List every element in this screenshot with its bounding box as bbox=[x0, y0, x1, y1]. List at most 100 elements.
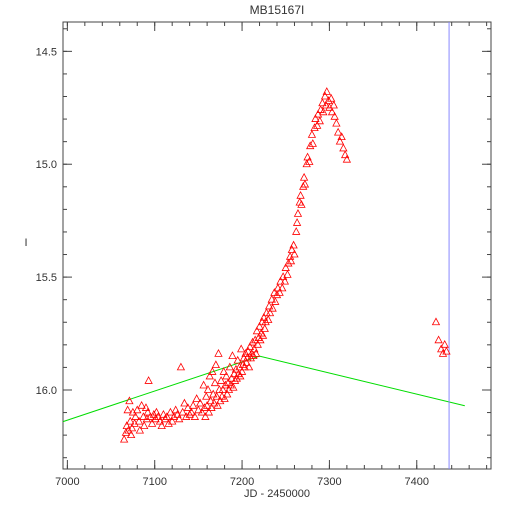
model-line bbox=[62, 355, 465, 423]
data-point bbox=[250, 335, 260, 344]
data-point bbox=[283, 270, 292, 278]
data-point bbox=[252, 326, 262, 335]
data-point bbox=[268, 303, 277, 312]
data-point bbox=[126, 430, 136, 439]
data-point bbox=[256, 335, 265, 344]
data-point bbox=[141, 403, 151, 411]
data-point bbox=[229, 382, 238, 391]
data-point bbox=[175, 414, 184, 423]
data-point bbox=[297, 200, 306, 208]
data-point bbox=[204, 407, 214, 416]
data-point bbox=[320, 91, 330, 100]
data-point bbox=[157, 421, 166, 430]
data-point bbox=[159, 409, 168, 418]
data-point bbox=[154, 412, 163, 420]
x-tick-label: 7200 bbox=[230, 476, 254, 488]
data-point bbox=[180, 398, 189, 407]
data-point bbox=[140, 421, 149, 430]
data-point bbox=[121, 428, 131, 436]
chart-title: MB15167I bbox=[250, 3, 305, 17]
data-point bbox=[319, 107, 328, 116]
data-point bbox=[171, 405, 180, 414]
data-point bbox=[221, 380, 230, 389]
data-point bbox=[259, 312, 269, 321]
data-point bbox=[206, 396, 215, 405]
data-point bbox=[151, 414, 160, 423]
data-point bbox=[340, 150, 350, 159]
data-point bbox=[253, 339, 262, 348]
data-point bbox=[292, 227, 301, 235]
data-point bbox=[273, 283, 283, 292]
data-point bbox=[237, 344, 246, 353]
data-point bbox=[307, 130, 317, 138]
data-point bbox=[321, 100, 331, 109]
data-point bbox=[168, 416, 177, 425]
data-point bbox=[248, 337, 257, 346]
data-point bbox=[431, 317, 441, 326]
data-point bbox=[442, 346, 451, 355]
data-point bbox=[209, 389, 218, 398]
data-point bbox=[276, 276, 285, 285]
data-point bbox=[232, 373, 241, 382]
data-point bbox=[257, 328, 266, 337]
data-point bbox=[231, 364, 241, 373]
data-point bbox=[194, 405, 203, 414]
data-point bbox=[434, 335, 443, 344]
data-point bbox=[295, 197, 304, 206]
data-point bbox=[188, 400, 198, 409]
y-tick-label: 15.0 bbox=[36, 159, 57, 171]
data-point bbox=[292, 218, 302, 226]
data-point bbox=[306, 141, 315, 150]
data-point bbox=[246, 353, 255, 362]
data-point bbox=[260, 324, 269, 332]
data-point bbox=[119, 434, 129, 443]
data-point bbox=[335, 136, 345, 145]
data-point bbox=[211, 360, 221, 369]
data-point bbox=[214, 349, 223, 357]
data-point bbox=[197, 407, 207, 416]
data-point bbox=[272, 290, 282, 299]
data-point bbox=[332, 118, 341, 127]
data-point bbox=[284, 258, 293, 267]
data-point bbox=[326, 93, 336, 102]
data-point bbox=[147, 419, 157, 427]
data-point bbox=[122, 421, 131, 430]
data-point bbox=[227, 373, 236, 382]
data-point bbox=[287, 245, 297, 253]
data-point bbox=[240, 362, 249, 371]
data-point bbox=[205, 371, 214, 380]
data-point bbox=[173, 409, 182, 418]
data-point bbox=[275, 288, 284, 296]
data-point bbox=[230, 369, 239, 378]
data-point bbox=[176, 362, 186, 371]
data-point bbox=[142, 414, 152, 423]
data-point bbox=[290, 249, 299, 258]
data-point bbox=[218, 385, 228, 393]
y-tick-label: 15.5 bbox=[36, 272, 57, 284]
data-point bbox=[225, 362, 235, 371]
data-point bbox=[264, 301, 274, 310]
data-point bbox=[440, 339, 449, 348]
x-tick-label: 7400 bbox=[405, 476, 429, 488]
data-point bbox=[280, 276, 290, 285]
data-point bbox=[236, 371, 245, 380]
data-point bbox=[242, 358, 251, 366]
data-point bbox=[144, 376, 153, 384]
data-point bbox=[178, 407, 187, 416]
data-point bbox=[299, 181, 308, 190]
data-point bbox=[247, 349, 256, 357]
data-point bbox=[264, 315, 273, 323]
data-point bbox=[134, 416, 144, 425]
x-tick-label: 7300 bbox=[317, 476, 341, 488]
axis-ticks bbox=[63, 22, 491, 469]
data-point bbox=[203, 385, 213, 393]
data-point bbox=[315, 116, 324, 125]
data-point bbox=[245, 342, 255, 350]
data-point bbox=[207, 403, 216, 411]
data-point bbox=[137, 400, 146, 409]
data-point bbox=[200, 403, 209, 411]
data-point bbox=[244, 362, 254, 371]
data-point bbox=[293, 209, 303, 217]
data-point bbox=[233, 355, 242, 364]
data-point bbox=[166, 407, 175, 416]
